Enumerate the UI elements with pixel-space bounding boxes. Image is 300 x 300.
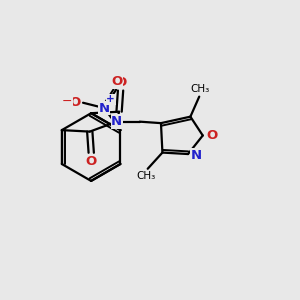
Text: CH₃: CH₃ (190, 84, 209, 94)
Text: CH₃: CH₃ (136, 171, 156, 181)
Text: O: O (85, 154, 97, 167)
Text: N: N (191, 149, 202, 162)
Text: −: − (61, 95, 72, 108)
Text: O: O (69, 96, 80, 109)
Text: N: N (99, 101, 110, 115)
Text: O: O (115, 76, 126, 89)
Text: +: + (106, 94, 115, 104)
Text: O: O (111, 75, 122, 88)
Text: N: N (111, 115, 122, 128)
Text: O: O (206, 129, 217, 142)
